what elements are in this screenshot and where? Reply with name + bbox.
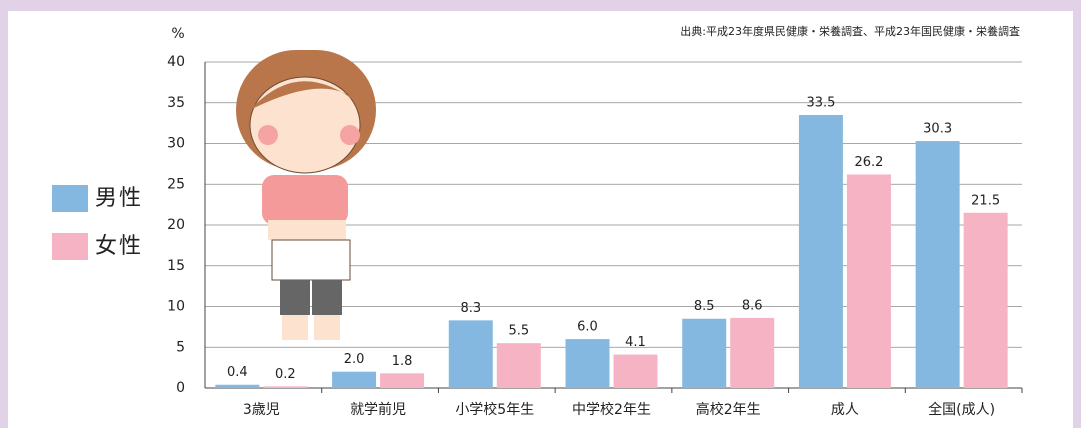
value-label: 1.8 [392, 354, 413, 369]
chart: 出典:平成23年度県民健康・栄養調査、平成23年国民健康・栄養調査 % 0 5 10… [0, 0, 1081, 428]
value-label: 8.3 [460, 301, 481, 316]
y-tick-label: 40 [167, 54, 185, 70]
y-unit: % [171, 26, 184, 42]
bar [682, 319, 726, 388]
y-tick-label: 10 [167, 299, 185, 315]
value-label: 30.3 [923, 122, 952, 137]
x-tick-label: 高校2年生 [696, 401, 761, 418]
y-tick-label: 5 [176, 339, 185, 355]
bar [799, 115, 843, 388]
bar [614, 355, 658, 388]
bar [380, 373, 424, 388]
value-label: 8.5 [694, 299, 715, 314]
value-label: 2.0 [344, 352, 365, 367]
x-tick-label: 3歳児 [243, 402, 280, 418]
value-label: 8.6 [742, 298, 763, 313]
value-label: 4.1 [625, 335, 646, 350]
y-tick-label: 25 [167, 176, 185, 192]
bar [332, 372, 376, 388]
y-tick-label: 35 [167, 95, 185, 111]
bar [215, 385, 259, 388]
value-label: 0.2 [275, 367, 296, 382]
value-label: 21.5 [971, 193, 1000, 208]
y-tick-label: 20 [167, 217, 185, 233]
bar [964, 213, 1008, 388]
x-tick-label: 就学前児 [350, 401, 406, 418]
legend-label: 男性 [95, 186, 143, 211]
y-tick-label: 15 [167, 258, 185, 274]
bar [916, 141, 960, 388]
x-tick-label: 成人 [831, 402, 859, 418]
bar [497, 343, 541, 388]
x-tick-label: 中学校2年生 [572, 401, 651, 418]
source: 出典:平成23年度県民健康・栄養調査、平成23年国民健康・栄養調査 [680, 24, 1020, 38]
bar [449, 320, 493, 388]
value-label: 6.0 [577, 320, 598, 335]
bar [263, 386, 307, 388]
bar [730, 318, 774, 388]
y-tick-label: 30 [167, 136, 185, 152]
value-label: 26.2 [854, 155, 883, 170]
bar [566, 339, 610, 388]
legend-swatch [52, 185, 88, 212]
legend-swatch [52, 233, 88, 260]
value-label: 5.5 [508, 324, 529, 339]
legend-label: 女性 [95, 234, 143, 259]
bar [847, 174, 891, 388]
value-label: 33.5 [806, 95, 835, 110]
x-tick-label: 全国(成人) [928, 401, 995, 418]
value-label: 0.4 [227, 365, 248, 380]
y-tick-label: 0 [176, 380, 185, 396]
x-tick-label: 小学校5年生 [455, 401, 534, 418]
